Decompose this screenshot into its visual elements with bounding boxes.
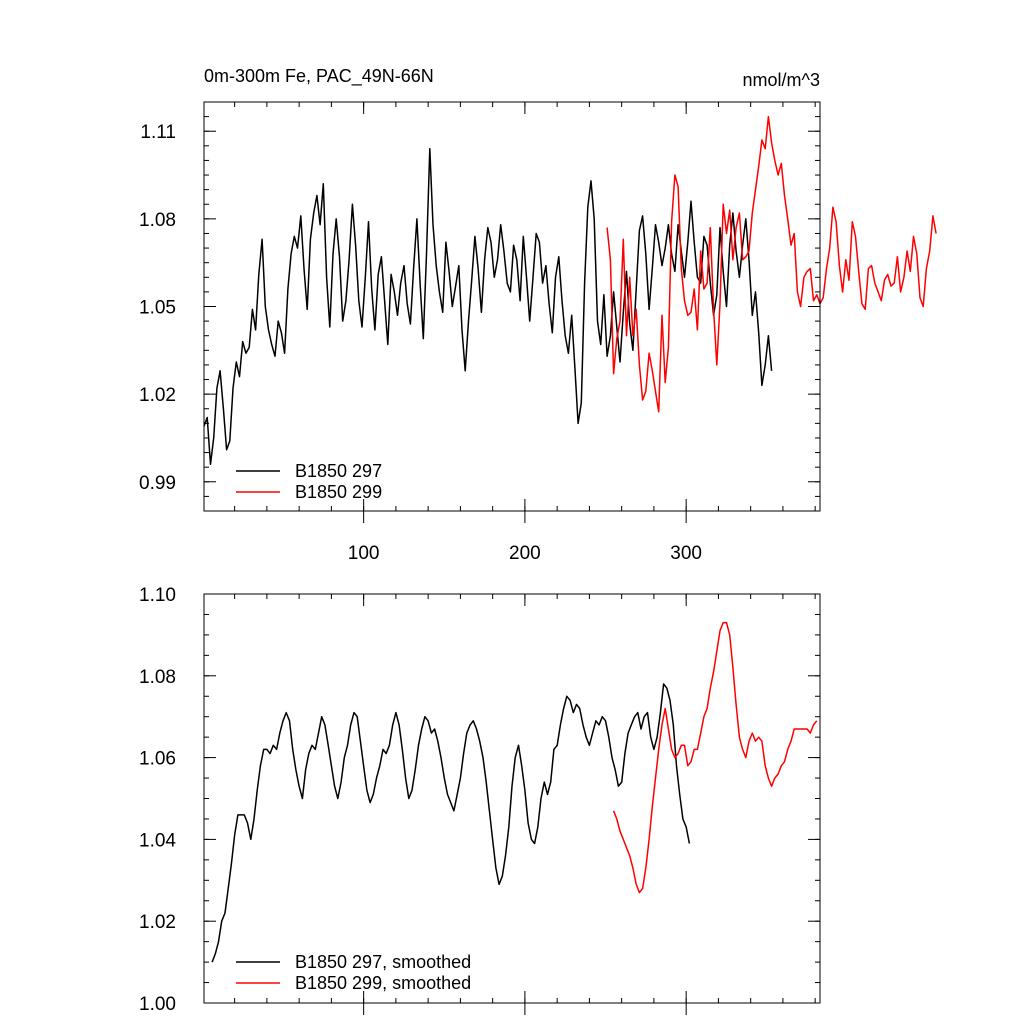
- bottom-legend: B1850 297, smoothed B1850 299, smoothed: [236, 952, 471, 993]
- legend-label-b1850-297-smoothed: B1850 297, smoothed: [295, 952, 471, 972]
- bottom-y-tick-label: 1.10: [139, 585, 176, 606]
- top-y-tick-label: 0.99: [139, 473, 176, 494]
- top-y-tick-label: 1.08: [139, 210, 176, 231]
- legend-label-b1850-299: B1850 299: [295, 482, 382, 502]
- series-line-b1850-299: [606, 115, 937, 413]
- top-y-tick-label: 1.11: [140, 122, 176, 143]
- bottom-panel-ticks: 1.00 1.02 1.04 1.06 1.08 1.10: [139, 585, 820, 1015]
- bottom-y-tick-label: 1.02: [139, 912, 176, 933]
- top-legend: B1850 297 B1850 299: [236, 461, 382, 502]
- series-line-b1850-297: [203, 147, 773, 466]
- series-line-b1850-299-smoothed: [612, 621, 818, 894]
- series-line-b1850-297-smoothed: [211, 683, 691, 963]
- bottom-y-tick-label: 1.04: [139, 830, 176, 851]
- units-label: nmol/m^3: [743, 70, 820, 90]
- chart-title: 0m-300m Fe, PAC_49N-66N: [204, 66, 434, 87]
- bottom-panel-series: [211, 621, 818, 963]
- bottom-y-tick-label: 1.08: [139, 667, 176, 688]
- bottom-panel: 1.00 1.02 1.04 1.06 1.08 1.10 B1850 297, smoo…: [139, 585, 821, 1015]
- bottom-y-tick-label: 1.00: [139, 994, 176, 1015]
- bottom-panel-frame: [203, 593, 821, 1004]
- bottom-y-tick-label: 1.06: [139, 749, 176, 770]
- top-y-tick-label: 1.05: [139, 298, 176, 319]
- top-x-tick-label: 200: [509, 543, 541, 564]
- top-x-tick-label: 100: [348, 543, 380, 564]
- top-panel-series: [203, 115, 937, 466]
- top-panel: 0m-300m Fe, PAC_49N-66N nmol/m^3 0.99 1.0…: [139, 66, 937, 564]
- top-x-tick-label: 300: [670, 543, 702, 564]
- top-y-tick-label: 1.02: [139, 385, 176, 406]
- legend-label-b1850-297: B1850 297: [295, 461, 382, 481]
- legend-label-b1850-299-smoothed: B1850 299, smoothed: [295, 973, 471, 993]
- top-panel-frame: [203, 101, 821, 512]
- top-panel-ticks: 0.99 1.02 1.05 1.08 1.11 100 200 300: [139, 101, 820, 564]
